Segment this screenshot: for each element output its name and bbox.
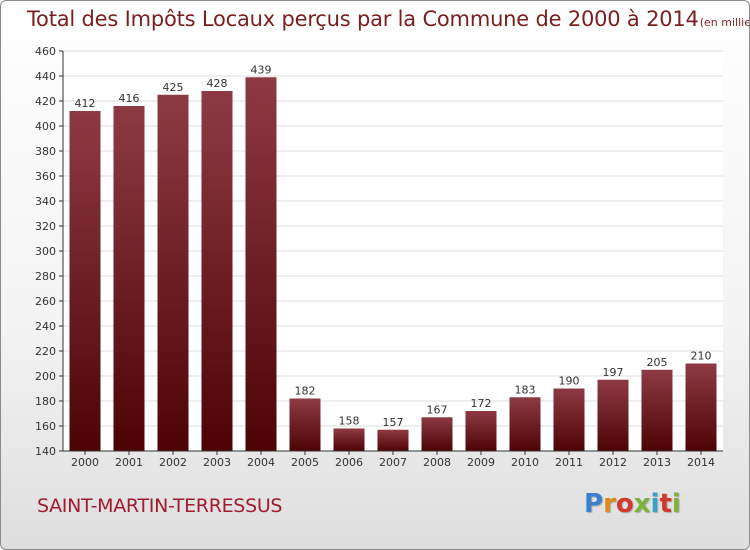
bar bbox=[157, 94, 189, 451]
y-tick-label: 380 bbox=[35, 145, 56, 158]
y-tick-label: 320 bbox=[35, 220, 56, 233]
data-labels: 412 416 425 428 439 182 158 157 167 172 183 190 197 2… bbox=[75, 63, 712, 429]
data-label: 183 bbox=[515, 383, 536, 396]
bar bbox=[201, 91, 233, 451]
x-tick-label: 2008 bbox=[423, 456, 451, 469]
x-tick-label: 2002 bbox=[159, 456, 187, 469]
x-tick-label: 2005 bbox=[291, 456, 319, 469]
chart-title: Total des Impôts Locaux perçus par la Co… bbox=[27, 7, 699, 31]
bar bbox=[641, 369, 673, 451]
y-tick-label: 240 bbox=[35, 320, 56, 333]
axes: 140 160 180 200 220 240 260 280 300 320 340 360 380 4… bbox=[35, 45, 723, 469]
data-label: 157 bbox=[383, 416, 404, 429]
title-row: Total des Impôts Locaux perçus par la Co… bbox=[27, 7, 750, 31]
x-tick-label: 2014 bbox=[687, 456, 715, 469]
y-tick-label: 180 bbox=[35, 395, 56, 408]
y-tick-label: 260 bbox=[35, 295, 56, 308]
y-tick-label: 460 bbox=[35, 45, 56, 58]
x-tick-label: 2011 bbox=[555, 456, 583, 469]
y-tick-label: 300 bbox=[35, 245, 56, 258]
data-label: 428 bbox=[207, 77, 228, 90]
bar bbox=[377, 429, 409, 451]
bar bbox=[553, 388, 585, 451]
y-tick-label: 440 bbox=[35, 70, 56, 83]
data-label: 416 bbox=[119, 92, 140, 105]
x-tick-label: 2006 bbox=[335, 456, 363, 469]
x-tick-label: 2001 bbox=[115, 456, 143, 469]
y-tick-label: 160 bbox=[35, 420, 56, 433]
proxiti-logo[interactable]: Proxiti bbox=[584, 489, 681, 519]
x-tick-label: 2004 bbox=[247, 456, 275, 469]
y-tick-label: 340 bbox=[35, 195, 56, 208]
x-tick-label: 2003 bbox=[203, 456, 231, 469]
y-tick-label: 400 bbox=[35, 120, 56, 133]
y-tick-label: 200 bbox=[35, 370, 56, 383]
data-label: 439 bbox=[251, 63, 272, 76]
bar bbox=[465, 411, 497, 451]
data-label: 167 bbox=[427, 403, 448, 416]
commune-name: SAINT-MARTIN-TERRESSUS bbox=[37, 495, 283, 517]
bar bbox=[333, 428, 365, 451]
bar bbox=[289, 398, 321, 451]
y-tick-label: 360 bbox=[35, 170, 56, 183]
y-tick-label: 220 bbox=[35, 345, 56, 358]
x-tick-label: 2007 bbox=[379, 456, 407, 469]
data-label: 197 bbox=[603, 366, 624, 379]
data-label: 158 bbox=[339, 415, 360, 428]
x-tick-label: 2000 bbox=[71, 456, 99, 469]
bar bbox=[685, 363, 717, 451]
data-label: 205 bbox=[647, 356, 668, 369]
x-tick-label: 2009 bbox=[467, 456, 495, 469]
bar bbox=[113, 106, 145, 451]
bars bbox=[69, 77, 717, 451]
y-tick-label: 420 bbox=[35, 95, 56, 108]
data-label: 172 bbox=[471, 397, 492, 410]
bar bbox=[421, 417, 453, 451]
data-label: 210 bbox=[691, 350, 712, 363]
bar bbox=[69, 111, 101, 451]
x-tick-label: 2013 bbox=[643, 456, 671, 469]
bar bbox=[509, 397, 541, 451]
y-tick-label: 280 bbox=[35, 270, 56, 283]
data-label: 190 bbox=[559, 375, 580, 388]
data-label: 425 bbox=[163, 81, 184, 94]
y-tick-label: 140 bbox=[35, 445, 56, 458]
x-tick-label: 2012 bbox=[599, 456, 627, 469]
bar bbox=[245, 77, 277, 451]
chart-subtitle: (en milliers d'€) bbox=[699, 16, 750, 29]
bar bbox=[597, 379, 629, 451]
data-label: 412 bbox=[75, 97, 96, 110]
x-tick-label: 2010 bbox=[511, 456, 539, 469]
data-label: 182 bbox=[295, 385, 316, 398]
